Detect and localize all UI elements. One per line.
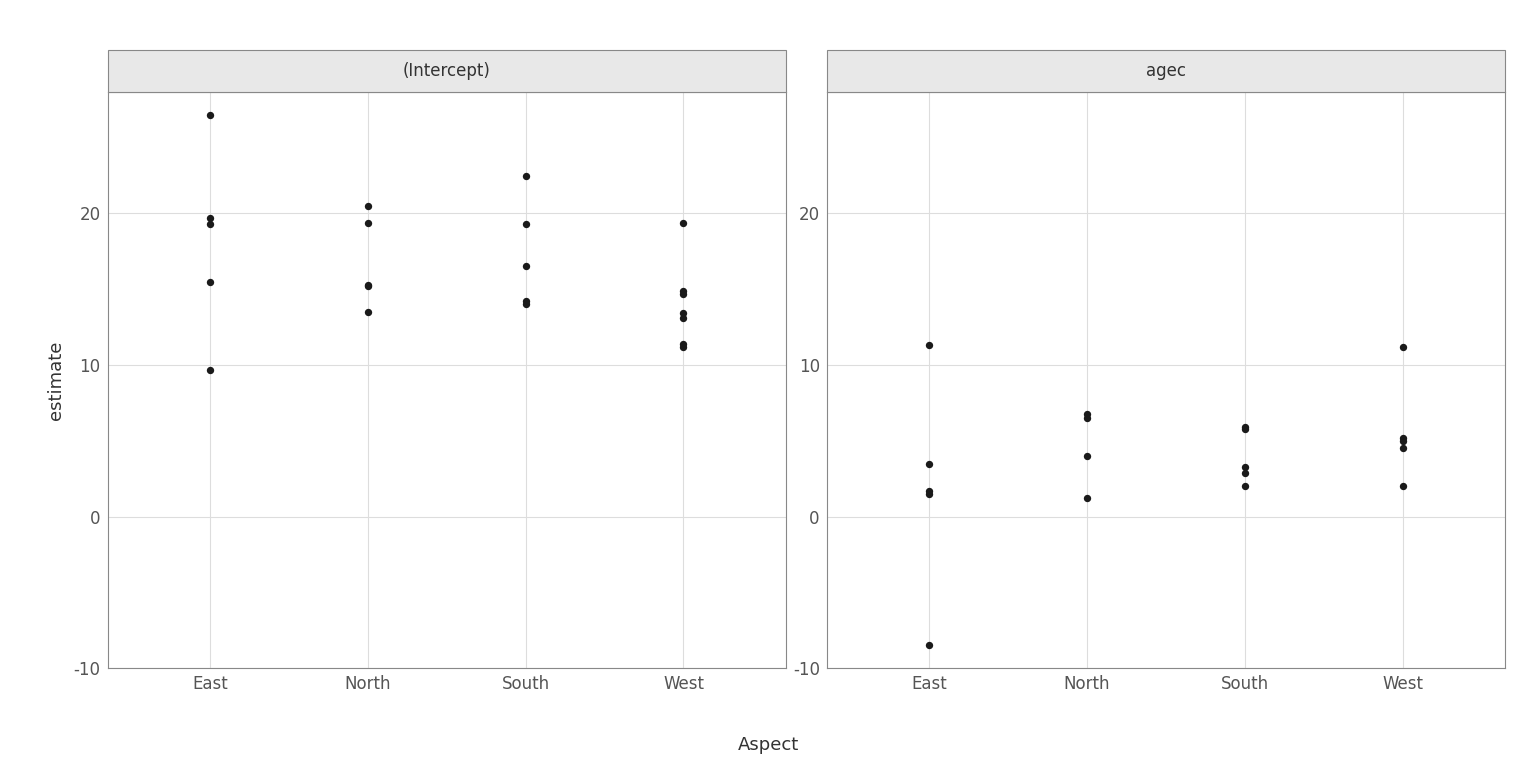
Point — [1075, 492, 1100, 505]
Point — [198, 276, 223, 288]
Point — [513, 295, 538, 307]
Text: (Intercept): (Intercept) — [402, 62, 490, 80]
Point — [671, 285, 696, 297]
Point — [356, 217, 381, 229]
Point — [513, 170, 538, 182]
Point — [671, 341, 696, 353]
Point — [1390, 435, 1415, 447]
Point — [356, 200, 381, 212]
Point — [1075, 412, 1100, 424]
Text: agec: agec — [1146, 62, 1186, 80]
Point — [1390, 432, 1415, 444]
Point — [917, 639, 942, 651]
Point — [1390, 442, 1415, 455]
Point — [1390, 480, 1415, 492]
Point — [1390, 341, 1415, 353]
Point — [671, 288, 696, 300]
Point — [198, 218, 223, 230]
Point — [198, 212, 223, 224]
Point — [1232, 466, 1256, 478]
Point — [356, 280, 381, 293]
Y-axis label: estimate: estimate — [48, 340, 65, 420]
Point — [671, 338, 696, 350]
Point — [198, 363, 223, 376]
Point — [1232, 480, 1256, 492]
Point — [917, 485, 942, 497]
Point — [356, 306, 381, 318]
Point — [513, 260, 538, 273]
Text: Aspect: Aspect — [737, 736, 799, 754]
Point — [1075, 450, 1100, 462]
Point — [917, 339, 942, 352]
Point — [356, 279, 381, 291]
Point — [671, 312, 696, 324]
Point — [513, 218, 538, 230]
Point — [917, 458, 942, 470]
Point — [1232, 461, 1256, 473]
Point — [1232, 422, 1256, 435]
Point — [1075, 407, 1100, 419]
Point — [513, 298, 538, 310]
Point — [198, 109, 223, 121]
Point — [671, 217, 696, 229]
Point — [917, 488, 942, 500]
Point — [1232, 421, 1256, 433]
Point — [671, 307, 696, 319]
